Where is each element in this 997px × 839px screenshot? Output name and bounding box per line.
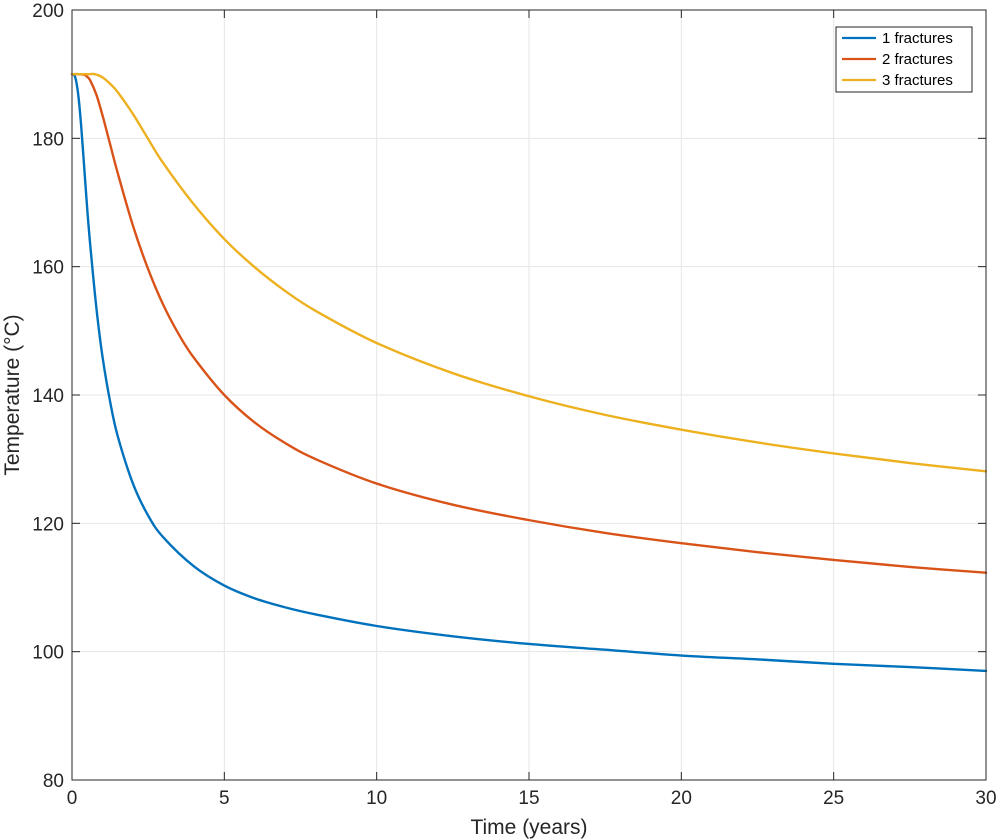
- y-axis-title: Temperature (°C): [1, 314, 24, 475]
- x-tick-label: 20: [671, 788, 692, 809]
- x-tick-label: 0: [67, 788, 78, 809]
- y-tick-label: 160: [32, 258, 64, 279]
- x-tick-label: 5: [219, 788, 230, 809]
- x-axis-title: Time (years): [470, 816, 587, 839]
- series-line-3: [70, 72, 988, 473]
- series-lines: [70, 72, 988, 673]
- y-tick-label: 100: [32, 643, 64, 664]
- series-line-1: [70, 72, 988, 673]
- x-tick-label: 25: [823, 788, 844, 809]
- x-tick-label: 10: [366, 788, 387, 809]
- x-tick-label: 15: [518, 788, 539, 809]
- y-tick-label: 80: [43, 771, 64, 792]
- x-tick-label: 30: [975, 788, 996, 809]
- y-tick-label: 200: [32, 1, 64, 22]
- axis-ticks: 0 5 10 15 20 25 30 80 100 120 140 160 180 200: [32, 1, 996, 809]
- legend-label-2: 2 fractures: [882, 51, 953, 68]
- legend-label-1: 1 fractures: [882, 30, 953, 47]
- series-line-2: [70, 72, 988, 574]
- legend-label-3: 3 fractures: [882, 72, 953, 89]
- y-tick-label: 140: [32, 386, 64, 407]
- y-tick-label: 120: [32, 514, 64, 535]
- legend: 1 fractures 2 fractures 3 fractures: [835, 26, 973, 93]
- y-tick-label: 180: [32, 129, 64, 150]
